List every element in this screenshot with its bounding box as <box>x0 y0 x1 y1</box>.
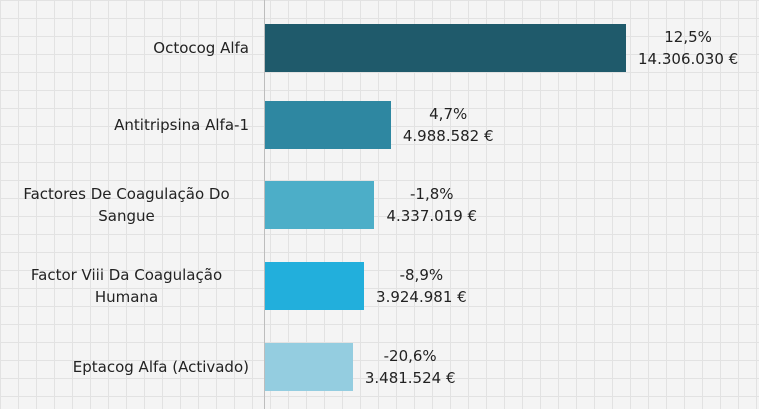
change-label: -8,9% <box>399 266 444 284</box>
change-label: -1,8% <box>410 185 454 203</box>
value-label: 14.306.030 € <box>638 50 739 68</box>
change-label: 12,5% <box>664 28 712 46</box>
category-label: Factores De Coagulação Do Sangue <box>23 185 230 225</box>
value-label: 3.924.981 € <box>376 288 467 306</box>
data-label: 4,7% 4.988.582 € <box>403 103 494 147</box>
category-label: Eptacog Alfa (Activado) <box>72 358 249 376</box>
bar <box>265 181 375 229</box>
bar <box>265 24 626 72</box>
category-label: Factor Viii Da Coagulação Humana <box>30 266 223 306</box>
category-label: Octocog Alfa <box>153 39 249 57</box>
bar <box>265 343 353 391</box>
data-label: -8,9% 3.924.981 € <box>376 264 467 308</box>
bar <box>265 262 365 310</box>
value-label: 4.337.019 € <box>386 207 478 225</box>
change-label: 4,7% <box>429 105 468 123</box>
category-label: Antitripsina Alfa-1 <box>114 116 249 134</box>
bar <box>265 101 391 149</box>
data-label: 12,5% 14.306.030 € <box>638 26 738 70</box>
data-label: -1,8% 4.337.019 € <box>386 183 477 227</box>
axis-line <box>264 0 265 409</box>
change-label: -20,6% <box>383 347 437 365</box>
data-label: -20,6% 3.481.524 € <box>365 345 456 389</box>
value-label: 3.481.524 € <box>364 369 456 387</box>
value-label: 4.988.582 € <box>402 127 494 145</box>
